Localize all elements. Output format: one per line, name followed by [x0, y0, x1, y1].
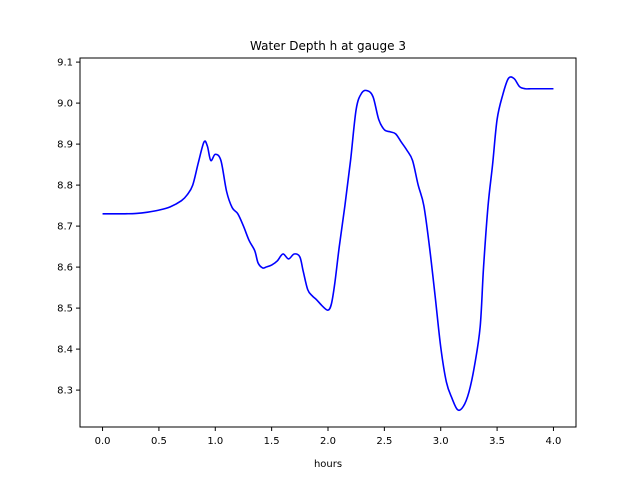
- y-tick-label: 8.5: [57, 304, 73, 315]
- x-tick-label: 3.0: [433, 436, 449, 447]
- x-axis: 0.0 0.5 1.0 1.5 2.0 2.5 3.0 3.5 4.0: [95, 427, 562, 447]
- x-tick-label: 0.0: [95, 436, 111, 447]
- y-tick-label: 9.0: [57, 99, 73, 110]
- y-tick-label: 8.7: [57, 222, 73, 233]
- y-tick-label: 8.9: [57, 140, 73, 151]
- axes-frame: [79, 57, 577, 428]
- x-axis-label: hours: [314, 459, 342, 470]
- y-tick-label: 8.4: [57, 345, 73, 356]
- chart-title: Water Depth h at gauge 3: [250, 39, 406, 53]
- x-tick-label: 1.5: [264, 436, 280, 447]
- y-tick-label: 8.6: [57, 263, 73, 274]
- y-tick-label: 9.1: [57, 58, 73, 69]
- x-tick-label: 0.5: [151, 436, 167, 447]
- y-tick-label: 8.8: [57, 181, 73, 192]
- x-tick-label: 2.5: [376, 436, 392, 447]
- series-line: [102, 76, 554, 412]
- y-axis: 8.3 8.4 8.5 8.6 8.7 8.8 8.9 9.0 9.1: [57, 58, 80, 397]
- x-tick-label: 3.5: [489, 436, 505, 447]
- x-tick-label: 2.0: [320, 436, 336, 447]
- y-tick-label: 8.3: [57, 386, 73, 397]
- x-tick-label: 4.0: [546, 436, 562, 447]
- plot-area: [102, 76, 554, 412]
- x-tick-label: 1.0: [207, 436, 223, 447]
